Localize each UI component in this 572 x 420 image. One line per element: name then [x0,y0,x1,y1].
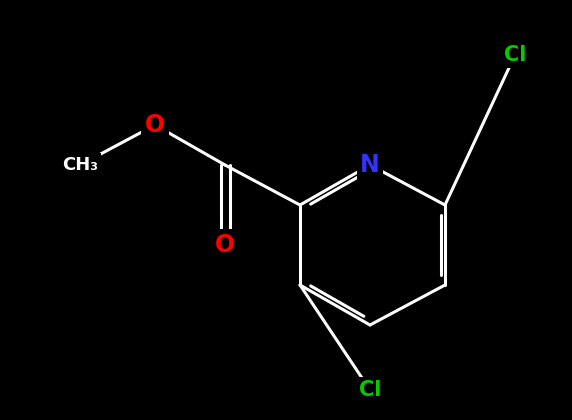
Text: N: N [360,153,380,177]
Text: CH₃: CH₃ [62,156,98,174]
Text: Cl: Cl [359,380,381,400]
Text: Cl: Cl [504,45,526,65]
Text: O: O [215,233,235,257]
Text: O: O [145,113,165,137]
